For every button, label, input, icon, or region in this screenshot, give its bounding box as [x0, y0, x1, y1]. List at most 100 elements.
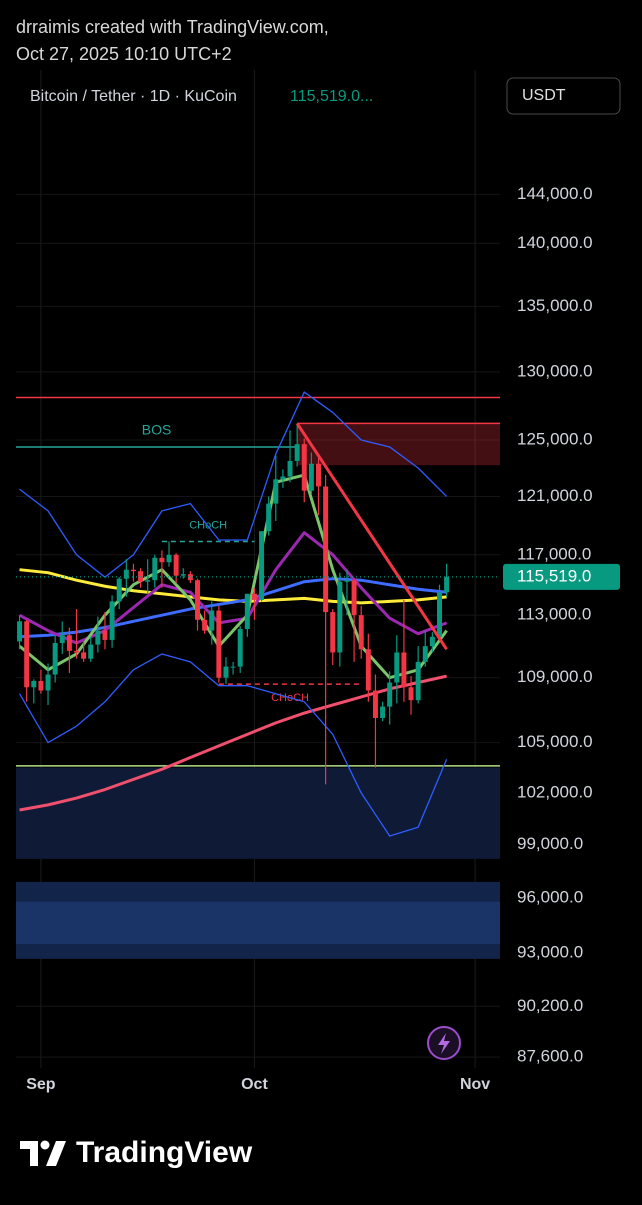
- candle-body: [74, 650, 79, 653]
- y-tick-label: 99,000.0: [517, 834, 583, 853]
- header-line: drraimis created with TradingView.com,: [16, 17, 329, 37]
- moving-average: [19, 577, 447, 639]
- logo-part: [46, 1141, 66, 1166]
- candle-body: [223, 666, 229, 678]
- candle-body: [422, 646, 428, 662]
- symbol-legend: Bitcoin / Tether · 1D · KuCoin: [30, 88, 237, 105]
- y-tick-label: 140,000.0: [517, 233, 593, 252]
- candle-body: [316, 463, 321, 487]
- alert-icon-bolt: [438, 1033, 450, 1054]
- candle-body: [273, 479, 279, 504]
- candle-body: [259, 531, 265, 600]
- candle-body: [31, 680, 37, 688]
- band-line: [19, 391, 448, 578]
- candle-body: [202, 619, 208, 631]
- candle-body: [344, 580, 350, 582]
- candle-body: [323, 486, 329, 613]
- candle-body: [365, 649, 371, 691]
- price-axis: 144,000.0 140,000.0 135,000.0 130,000.0 125,…: [503, 184, 620, 1066]
- candle-body: [95, 630, 101, 645]
- y-tick-label: 121,000.0: [517, 486, 593, 505]
- candle-body: [24, 621, 30, 688]
- candle-body: [301, 444, 307, 491]
- y-tick-label: 109,000.0: [517, 667, 593, 686]
- x-tick-label: Oct: [241, 1076, 268, 1093]
- candle-body: [380, 706, 386, 718]
- candle-body: [88, 644, 94, 659]
- candle-body: [401, 652, 407, 688]
- y-tick-label: 113,000.0: [517, 605, 591, 624]
- brand-logo: [20, 1140, 66, 1166]
- candle-body: [187, 574, 193, 581]
- y-tick-label: 102,000.0: [517, 782, 593, 801]
- candle-body: [152, 557, 158, 581]
- candle-body: [287, 460, 293, 477]
- currency-button[interactable]: [506, 77, 621, 115]
- candle-body: [38, 680, 44, 691]
- candle-body: [145, 580, 151, 582]
- y-tick-label: 144,000.0: [517, 184, 593, 203]
- candle-body: [372, 690, 378, 718]
- zone: [297, 423, 500, 466]
- candle-body: [123, 569, 129, 579]
- candle-body: [330, 612, 336, 653]
- zone: [16, 767, 500, 859]
- candle-body: [408, 687, 414, 701]
- candle-body: [52, 643, 58, 675]
- x-tick-label: Nov: [460, 1076, 490, 1093]
- candle-body: [358, 615, 364, 650]
- y-tick-label: 93,000.0: [517, 943, 583, 962]
- candle-body: [116, 578, 122, 602]
- candle-body: [102, 630, 108, 640]
- y-tick-label: 130,000.0: [517, 361, 593, 380]
- candle-body: [130, 569, 136, 572]
- last-price-label: 115,519.0: [517, 566, 591, 585]
- currency-label[interactable]: USDT: [522, 87, 566, 104]
- brand-name: TradingView: [76, 1136, 253, 1169]
- band-line: [18, 653, 448, 837]
- candle-body: [195, 580, 200, 620]
- candle-body: [81, 652, 87, 659]
- last-price-box: [503, 563, 620, 590]
- candle-body: [209, 610, 215, 631]
- candle-body: [437, 592, 442, 637]
- logo-part: [40, 1140, 50, 1150]
- candle-body: [66, 635, 72, 651]
- zone: [16, 901, 500, 944]
- x-tick-label: Sep: [26, 1076, 56, 1093]
- candle-body: [308, 463, 314, 491]
- candle-body: [166, 554, 172, 563]
- candle-body: [351, 580, 357, 616]
- legend-price: 115,519.0...: [290, 88, 373, 105]
- y-tick-label: 90,200.0: [517, 996, 583, 1015]
- y-tick-label: 105,000.0: [517, 732, 593, 751]
- candle-body: [173, 554, 179, 576]
- level-label: BOS: [142, 422, 172, 438]
- candle-body: [387, 682, 393, 707]
- y-tick-label: 125,000.0: [517, 429, 593, 448]
- candle-body: [444, 576, 450, 593]
- candle-body: [17, 621, 23, 642]
- y-tick-label: 135,000.0: [517, 296, 593, 315]
- candle-body: [109, 601, 115, 640]
- candle-body: [59, 635, 65, 644]
- candle-body: [294, 444, 300, 461]
- candle-body: [180, 574, 186, 576]
- candle-body: [280, 476, 286, 480]
- header-line: Oct 27, 2025 10:10 UTC+2: [16, 44, 232, 64]
- trend-line: [295, 422, 448, 651]
- y-tick-label: 117,000.0: [517, 544, 591, 563]
- candle-body: [429, 636, 435, 647]
- candle-body: [394, 652, 400, 683]
- y-tick-label: 96,000.0: [517, 888, 583, 907]
- candle-body: [266, 503, 272, 532]
- candle-body: [244, 593, 250, 630]
- candle-body: [45, 674, 51, 691]
- logo-part: [20, 1141, 38, 1166]
- candle-body: [251, 593, 257, 600]
- candle-body: [159, 557, 165, 563]
- moving-average: [18, 473, 448, 680]
